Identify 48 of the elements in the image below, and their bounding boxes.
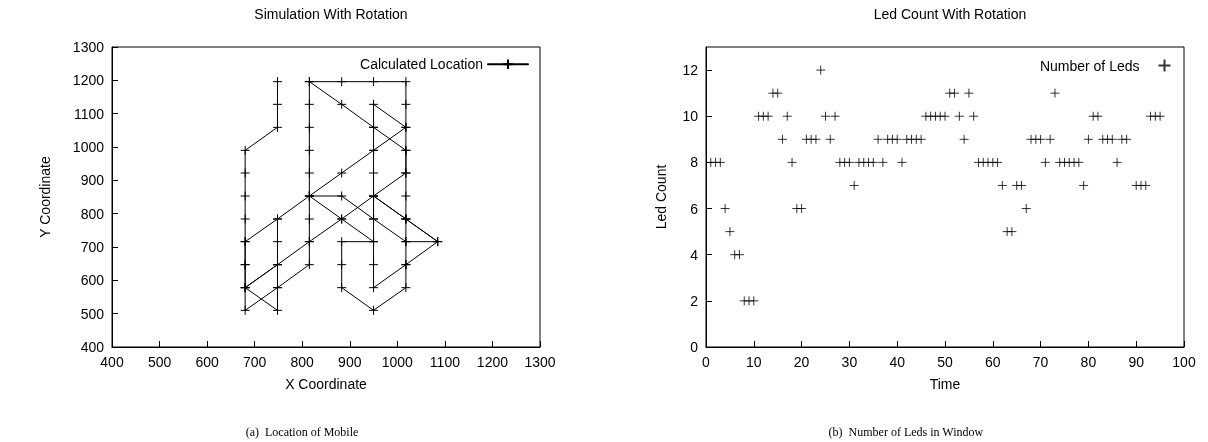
x-tick-label: 10 <box>746 354 762 370</box>
y-tick-label: 1000 <box>72 139 105 155</box>
x-tick-label: 600 <box>195 354 219 370</box>
y-tick-label: 1200 <box>72 72 105 89</box>
x-tick-label: 400 <box>100 354 124 370</box>
legend-label: Number of Leds <box>1039 57 1140 74</box>
y-tick-label: 700 <box>80 239 105 255</box>
y-tick-label: 6 <box>690 200 699 217</box>
x-tick-label: 1300 <box>524 354 556 370</box>
x-tick-label: 1000 <box>381 354 414 370</box>
y-tick-label: 1100 <box>73 105 105 122</box>
y-axis-title: Led Count <box>653 164 669 230</box>
x-tick-label: 70 <box>1032 354 1049 370</box>
y-tick-label: 800 <box>80 205 105 222</box>
y-tick-label: 0 <box>690 339 699 355</box>
y-tick-label: 10 <box>682 108 699 125</box>
y-tick-label: 4 <box>690 246 699 263</box>
y-tick-label: 900 <box>80 172 105 189</box>
x-tick-label: 80 <box>1080 354 1097 370</box>
chart-title: Led Count With Rotation <box>873 6 1027 22</box>
x-tick-label: 900 <box>338 354 362 370</box>
x-tick-label: 50 <box>937 354 953 370</box>
x-tick-label: 100 <box>1172 354 1196 370</box>
x-tick-label: 20 <box>793 354 810 370</box>
x-tick-label: 0 <box>702 354 711 370</box>
x-tick-label: 90 <box>1128 354 1145 370</box>
x-tick-label: 40 <box>889 354 906 370</box>
x-tick-label: 30 <box>841 354 858 370</box>
y-tick-label: 2 <box>690 292 699 309</box>
text: (b) Number of Leds in Window <box>828 425 984 439</box>
x-tick-label: 1100 <box>429 354 461 370</box>
text: (a) Location of Mobile <box>245 425 359 439</box>
y-axis-title: Y Coordinate <box>37 156 53 238</box>
legend-label: Calculated Location <box>360 56 483 73</box>
y-tick-label: 500 <box>80 305 105 322</box>
y-tick-label: 1300 <box>72 39 105 55</box>
x-tick-label: 1200 <box>476 354 509 370</box>
x-axis-title: Time <box>929 376 961 392</box>
y-tick-label: 600 <box>80 272 105 289</box>
x-tick-label: 800 <box>290 354 315 370</box>
x-tick-label: 60 <box>985 354 1001 370</box>
y-tick-label: 400 <box>80 339 105 355</box>
y-tick-label: 8 <box>690 154 699 171</box>
y-tick-label: 12 <box>682 62 699 79</box>
chart-title: Simulation With Rotation <box>254 6 408 22</box>
x-axis-title: X Coordinate <box>285 376 368 392</box>
x-tick-label: 700 <box>242 354 267 370</box>
x-tick-label: 500 <box>147 354 172 370</box>
